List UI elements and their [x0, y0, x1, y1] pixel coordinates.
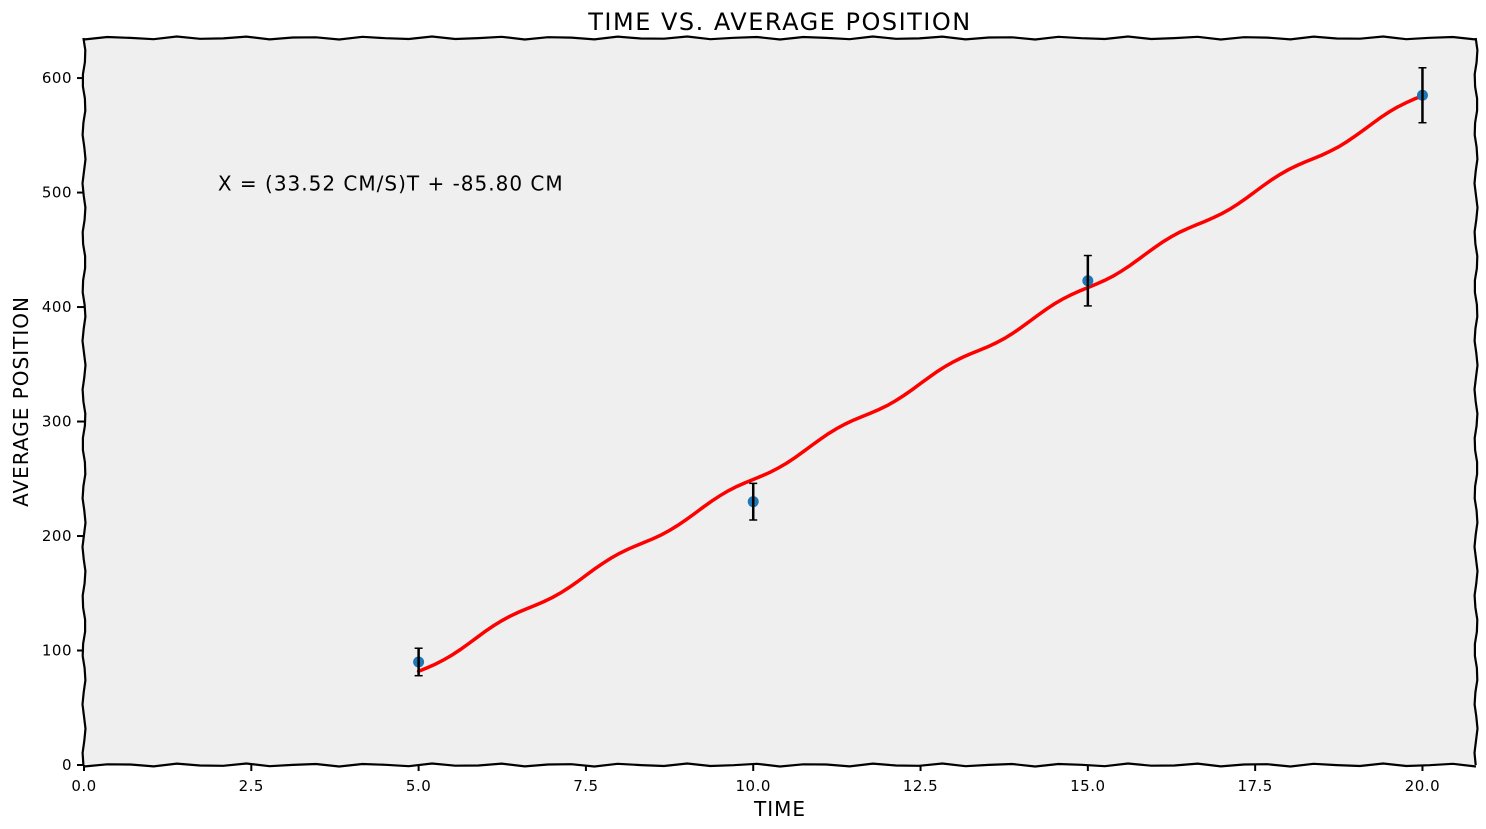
fit-line	[416, 93, 1425, 674]
x-tick-label: 17.5	[1237, 777, 1272, 795]
y-axis-title: AVERAGE POSITION	[9, 296, 33, 507]
y-tick-label: 400	[42, 298, 72, 316]
y-tick-label: 100	[42, 642, 72, 660]
x-tick-label: 10.0	[736, 777, 771, 795]
chart-title: TIME VS. AVERAGE POSITION	[587, 8, 971, 36]
y-tick-label: 200	[42, 527, 72, 545]
plot-area	[84, 38, 1476, 765]
fit-equation-annotation: X = (33.52 CM/S)T + -85.80 CM	[218, 172, 564, 196]
x-tick-label: 12.5	[903, 777, 938, 795]
plot-frame	[81, 35, 1479, 768]
x-tick-label: 5.0	[406, 777, 431, 795]
marks-layer	[413, 67, 1428, 677]
x-axis-title: TIME	[753, 797, 806, 821]
y-tick-label: 600	[42, 69, 72, 87]
ticks-layer: 0.0 2.5 5.0 7.5 10.0 12.5 15.0 17.5 20.0 0 100 200 3…	[42, 69, 1440, 795]
y-tick-label: 500	[42, 184, 72, 202]
x-tick-label: 2.5	[239, 777, 264, 795]
y-tick-label: 300	[42, 413, 72, 431]
x-tick-label: 20.0	[1405, 777, 1440, 795]
y-tick-label: 0	[62, 756, 72, 774]
x-tick-label: 0.0	[71, 777, 96, 795]
x-tick-label: 15.0	[1070, 777, 1105, 795]
x-tick-label: 7.5	[573, 777, 598, 795]
